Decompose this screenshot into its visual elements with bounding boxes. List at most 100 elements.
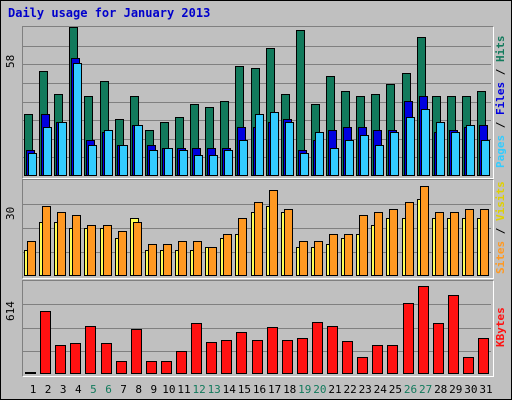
- day-label-26: 26: [404, 383, 417, 396]
- bar-pages-day-30: [466, 125, 475, 176]
- bar-sites-day-17: [269, 190, 278, 276]
- bar-sites-day-3: [57, 212, 66, 276]
- bar-kbytes-day-18: [282, 340, 293, 374]
- bar-kbytes-day-8: [131, 329, 142, 374]
- day-label-31: 31: [479, 383, 492, 396]
- bar-kbytes-day-22: [342, 341, 353, 374]
- day-label-22: 22: [343, 383, 356, 396]
- day-label-14: 14: [223, 383, 237, 396]
- bar-pages-day-6: [104, 130, 113, 176]
- day-label-2: 2: [45, 383, 52, 396]
- bar-sites-day-11: [178, 241, 187, 276]
- bar-pages-day-21: [330, 148, 339, 176]
- day-label-9: 9: [150, 383, 157, 396]
- day-label-23: 23: [359, 383, 372, 396]
- bar-sites-day-19: [299, 241, 308, 276]
- bar-kbytes-day-28: [433, 323, 444, 374]
- day-label-19: 19: [298, 383, 311, 396]
- day-label-18: 18: [283, 383, 296, 396]
- bar-sites-day-6: [103, 225, 112, 276]
- bar-sites-day-5: [87, 225, 96, 276]
- day-label-5: 5: [90, 383, 97, 396]
- bar-pages-day-2: [43, 127, 52, 176]
- bar-sites-day-14: [223, 234, 232, 276]
- bar-kbytes-day-5: [85, 326, 96, 374]
- bar-pages-day-31: [481, 140, 490, 176]
- bar-pages-day-20: [315, 132, 324, 176]
- bar-kbytes-day-9: [146, 361, 157, 374]
- bar-pages-day-18: [285, 122, 294, 176]
- bar-sites-day-31: [480, 209, 489, 276]
- bar-kbytes-day-27: [418, 286, 429, 374]
- bar-pages-day-28: [436, 122, 445, 176]
- day-label-15: 15: [238, 383, 251, 396]
- bar-kbytes-day-16: [252, 340, 263, 374]
- bar-sites-day-30: [465, 209, 474, 276]
- bar-sites-day-7: [118, 231, 127, 276]
- bar-sites-day-9: [148, 244, 157, 276]
- bar-pages-day-10: [164, 148, 173, 176]
- bar-pages-day-25: [390, 132, 399, 176]
- bar-kbytes-day-29: [448, 295, 459, 374]
- bar-kbytes-day-24: [372, 345, 383, 374]
- day-label-8: 8: [135, 383, 142, 396]
- day-label-3: 3: [60, 383, 67, 396]
- day-label-21: 21: [328, 383, 341, 396]
- bar-pages-day-11: [179, 150, 188, 176]
- bar-kbytes-day-11: [176, 351, 187, 374]
- bar-kbytes-day-6: [101, 343, 112, 374]
- bar-kbytes-day-7: [116, 361, 127, 374]
- bar-kbytes-day-19: [297, 338, 308, 374]
- day-label-16: 16: [253, 383, 266, 396]
- day-label-11: 11: [177, 383, 190, 396]
- day-label-28: 28: [434, 383, 447, 396]
- bar-pages-day-27: [421, 109, 430, 176]
- bar-pages-day-5: [88, 145, 97, 176]
- day-label-25: 25: [389, 383, 402, 396]
- bar-sites-day-2: [42, 206, 51, 276]
- day-label-29: 29: [449, 383, 462, 396]
- bar-kbytes-day-13: [206, 342, 217, 374]
- bar-kbytes-day-2: [40, 311, 51, 374]
- bar-pages-day-19: [300, 153, 309, 176]
- bar-kbytes-day-10: [161, 361, 172, 374]
- bar-pages-day-13: [209, 155, 218, 176]
- bar-sites-day-18: [284, 209, 293, 276]
- bar-kbytes-day-23: [357, 357, 368, 374]
- bar-pages-day-4: [73, 63, 82, 176]
- bar-pages-day-24: [375, 145, 384, 176]
- bar-pages-day-16: [255, 114, 264, 176]
- day-label-12: 12: [192, 383, 205, 396]
- bar-sites-day-8: [133, 222, 142, 276]
- bar-pages-day-26: [406, 117, 415, 176]
- bar-kbytes-day-17: [267, 327, 278, 374]
- bar-pages-day-8: [134, 125, 143, 176]
- bar-kbytes-day-31: [478, 338, 489, 374]
- day-label-24: 24: [374, 383, 388, 396]
- bar-sites-day-12: [193, 241, 202, 276]
- day-label-17: 17: [268, 383, 281, 396]
- bar-sites-day-10: [163, 244, 172, 276]
- bar-sites-day-27: [420, 186, 429, 276]
- bar-kbytes-day-14: [221, 340, 232, 374]
- day-label-30: 30: [464, 383, 477, 396]
- bar-sites-day-21: [329, 234, 338, 276]
- bar-sites-day-29: [450, 212, 459, 276]
- bar-pages-day-15: [239, 140, 248, 176]
- bar-kbytes-day-21: [327, 326, 338, 374]
- bar-pages-day-7: [119, 145, 128, 176]
- day-label-20: 20: [313, 383, 326, 396]
- bar-kbytes-day-30: [463, 357, 474, 374]
- bar-pages-day-29: [451, 132, 460, 176]
- bar-sites-day-25: [389, 209, 398, 276]
- bar-pages-day-12: [194, 155, 203, 176]
- bar-pages-day-1: [28, 153, 37, 176]
- bar-sites-day-20: [314, 241, 323, 276]
- bar-pages-day-17: [270, 112, 279, 176]
- bar-sites-day-16: [254, 202, 263, 276]
- day-label-6: 6: [105, 383, 112, 396]
- bar-kbytes-day-4: [70, 343, 81, 374]
- bar-pages-day-3: [58, 122, 67, 176]
- day-label-27: 27: [419, 383, 432, 396]
